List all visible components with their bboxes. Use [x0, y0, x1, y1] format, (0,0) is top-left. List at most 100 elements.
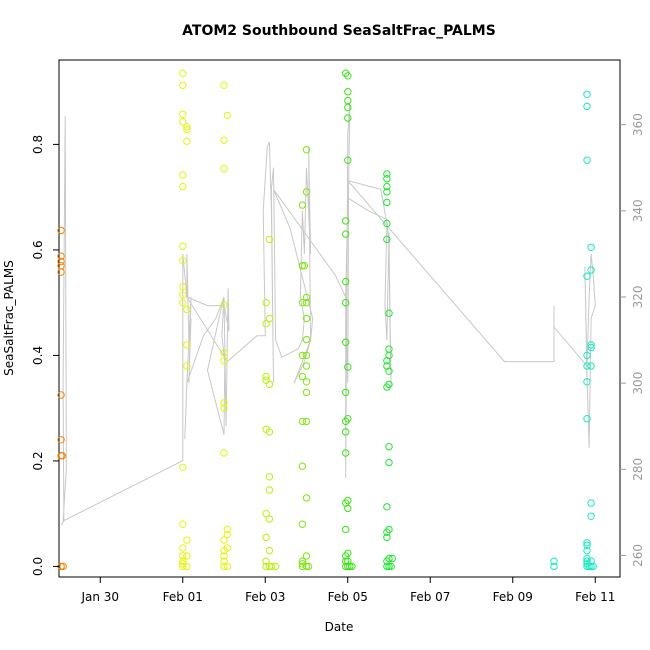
data-point — [223, 544, 232, 552]
data-point — [342, 277, 350, 286]
data-point — [298, 299, 307, 307]
data-point — [383, 182, 391, 191]
data-point — [589, 562, 597, 571]
data-point — [179, 520, 187, 528]
data-point — [58, 452, 66, 460]
data-point — [179, 544, 187, 552]
data-point — [298, 520, 307, 528]
data-point — [344, 504, 352, 513]
data-point — [344, 156, 352, 164]
data-point — [304, 562, 313, 571]
data-point — [344, 96, 352, 105]
data-point — [302, 494, 311, 502]
x-tick-label: Feb 07 — [410, 590, 450, 604]
data-point — [265, 486, 274, 494]
data-point — [179, 110, 187, 119]
data-point — [179, 291, 187, 299]
x-axis: Jan 30 Feb 01 Feb 03 Feb 05 Feb 07 Feb 09 Feb … — [80, 577, 615, 604]
data-point — [383, 170, 391, 178]
x-tick-label: Feb 09 — [493, 590, 533, 604]
data-point — [302, 299, 311, 307]
y-tick-label: 0.4 — [31, 346, 45, 365]
data-point — [298, 201, 307, 209]
data-point — [342, 525, 350, 534]
data-point — [302, 388, 311, 397]
data-point — [183, 137, 191, 145]
data-point — [385, 380, 393, 389]
line-layer — [60, 103, 596, 526]
data-point — [57, 257, 65, 266]
data-point — [302, 378, 311, 386]
data-point — [220, 399, 228, 407]
data-point — [583, 102, 591, 111]
data-point — [179, 562, 187, 571]
y2-tick-label: 260 — [631, 544, 645, 567]
data-point — [300, 262, 309, 270]
data-point — [220, 557, 228, 565]
x-tick-label: Jan 30 — [80, 590, 119, 604]
data-point — [387, 562, 395, 571]
data-point — [179, 118, 187, 126]
y-tick-label: 0.8 — [31, 135, 45, 154]
data-point — [383, 235, 391, 244]
data-point — [262, 557, 270, 565]
data-point — [385, 525, 393, 534]
data-point — [385, 367, 393, 375]
data-point — [223, 531, 232, 539]
data-point — [183, 562, 191, 571]
data-point — [59, 562, 67, 571]
data-point — [57, 226, 65, 235]
data-point — [265, 380, 274, 389]
data-point — [183, 305, 191, 314]
data-point — [587, 362, 595, 370]
data-point — [179, 242, 187, 250]
data-point — [344, 562, 352, 571]
x-tick-label: Feb 01 — [163, 590, 203, 604]
data-point — [220, 81, 228, 90]
data-point — [587, 243, 595, 252]
data-point — [302, 417, 311, 426]
data-point — [179, 171, 187, 179]
data-point — [183, 362, 191, 370]
x-tick-label: Feb 11 — [575, 590, 615, 604]
data-point — [220, 562, 228, 571]
y2-tick-label: 320 — [631, 286, 645, 309]
data-point — [271, 562, 280, 571]
data-point — [183, 123, 191, 131]
data-point — [383, 198, 391, 207]
data-point — [267, 562, 276, 571]
data-point — [583, 415, 591, 423]
data-point — [344, 549, 352, 557]
data-point — [298, 372, 307, 381]
data-point — [302, 562, 311, 571]
data-point — [583, 539, 591, 547]
data-point — [348, 562, 356, 571]
data-point — [179, 256, 187, 265]
data-point — [262, 372, 270, 381]
data-point — [342, 217, 350, 225]
x-tick-label: Feb 05 — [328, 590, 368, 604]
data-point — [179, 463, 187, 471]
plot-frame — [58, 59, 621, 578]
data-point — [583, 378, 591, 386]
data-point — [342, 449, 350, 457]
data-point — [385, 458, 393, 467]
data-point — [302, 188, 311, 196]
data-point — [220, 165, 228, 173]
data-point — [220, 536, 228, 544]
data-point — [262, 299, 270, 307]
data-point — [57, 436, 65, 444]
data-point — [344, 557, 352, 565]
data-point — [342, 428, 350, 436]
data-point — [220, 552, 228, 560]
data-point — [220, 136, 228, 144]
data-point — [265, 546, 274, 555]
data-point — [583, 90, 591, 99]
data-point — [298, 262, 307, 270]
data-point — [223, 111, 232, 120]
data-point — [179, 283, 187, 291]
data-point — [262, 320, 270, 328]
data-point — [298, 560, 307, 568]
data-point — [388, 554, 396, 563]
data-point — [587, 343, 595, 352]
